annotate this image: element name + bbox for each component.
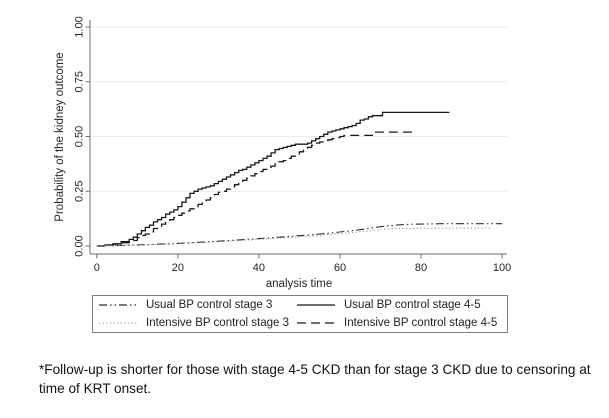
x-tick-label: 0 [94,262,100,274]
legend-label-usual-stage45: Usual BP control stage 4-5 [344,299,481,311]
x-tick-label: 40 [253,262,265,274]
y-tick-label: 0.75 [74,71,86,92]
legend-item-usual-stage45: Usual BP control stage 4-5 [296,296,507,314]
legend-line-sample-intensive-stage45-icon [297,322,335,324]
series-line-usual-bp-control-stage-4-5 [96,111,450,247]
series-line-intensive-bp-control-stage-3 [96,227,490,247]
legend-line-sample-usual-stage3-icon [99,304,137,306]
x-tick-label: 20 [172,262,184,274]
y-tick-label: 0.25 [74,181,86,202]
y-tick-label: 1.00 [74,16,86,37]
x-tick-label: 100 [493,262,511,274]
legend-item-usual-stage3: Usual BP control stage 3 [93,296,296,314]
legend-item-intensive-stage3: Intensive BP control stage 3 [93,314,296,332]
legend-line-sample-usual-stage45-icon [297,304,335,306]
y-tick-label: 0.00 [74,235,86,256]
footnote: *Follow-up is shorter for those with sta… [39,361,609,398]
series-line-intensive-bp-control-stage-4-5 [96,131,413,247]
legend-label-usual-stage3: Usual BP control stage 3 [146,299,273,311]
footnote-line-1: *Follow-up is shorter for those with sta… [39,362,591,377]
x-tick-label: 60 [334,262,346,274]
legend-label-intensive-stage45: Intensive BP control stage 4-5 [344,317,498,329]
series-line-usual-bp-control-stage-3 [96,223,503,247]
x-axis-title: analysis time [266,278,332,290]
legend-box: Usual BP control stage 3 Usual BP contro… [92,295,508,333]
x-tick-label: 80 [415,262,427,274]
y-axis-title: Probability of the kidney outcome [54,52,66,221]
legend-label-intensive-stage3: Intensive BP control stage 3 [146,317,289,329]
legend-line-sample-intensive-stage3-icon [99,322,137,324]
footnote-line-2: time of KRT onset. [39,380,152,396]
y-tick-label: 0.50 [74,126,86,147]
km-plot-area: 0.00 0.25 0.50 0.75 1.00 0 20 40 60 80 100 analysis… [54,16,511,290]
legend-item-intensive-stage45: Intensive BP control stage 4-5 [296,314,507,332]
